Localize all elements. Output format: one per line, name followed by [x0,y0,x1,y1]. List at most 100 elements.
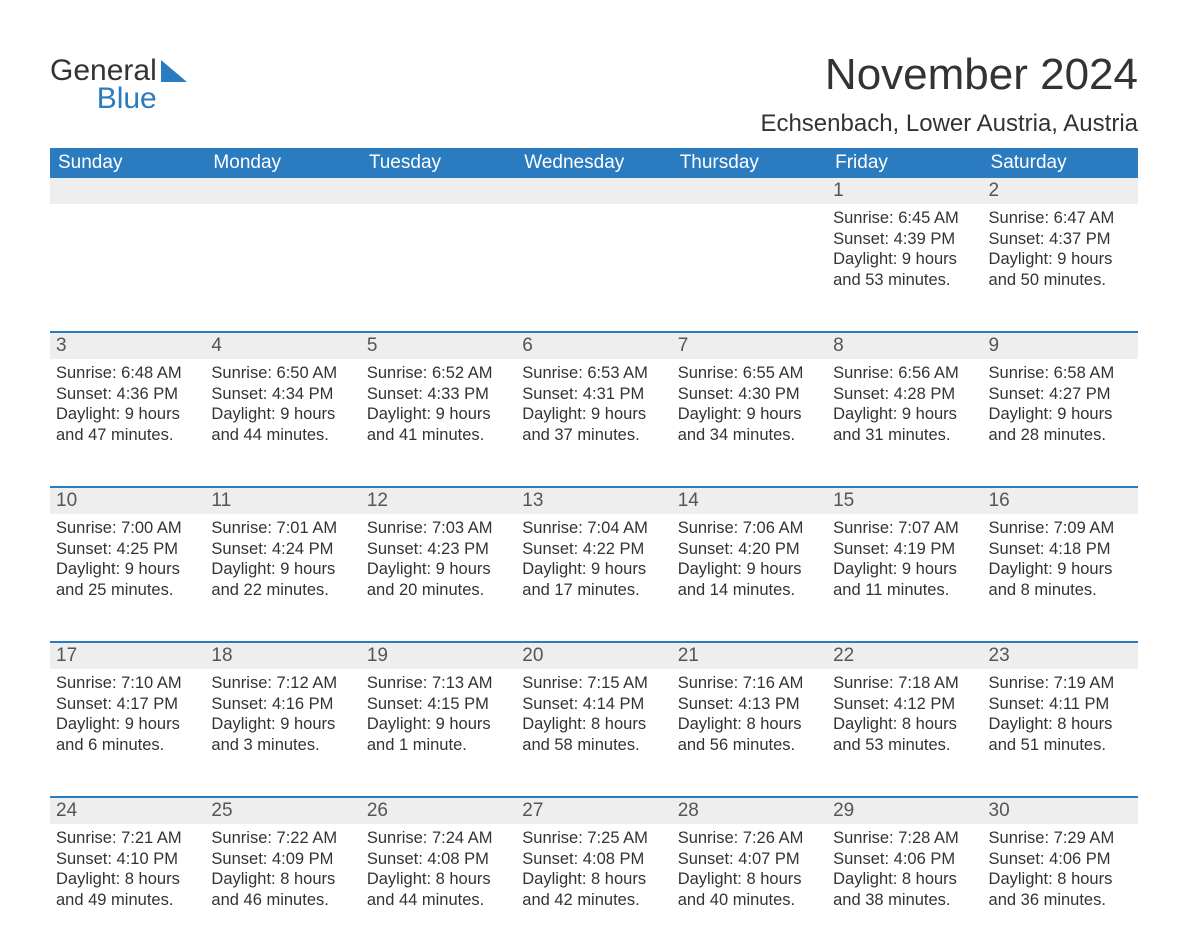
day-details: Sunrise: 7:26 AMSunset: 4:07 PMDaylight:… [672,824,827,921]
day-content-cell: Sunrise: 7:00 AMSunset: 4:25 PMDaylight:… [50,514,205,642]
sunset-line: Sunset: 4:17 PM [56,694,199,715]
sunrise-line: Sunrise: 7:29 AM [989,828,1132,849]
day-details: Sunrise: 7:04 AMSunset: 4:22 PMDaylight:… [516,514,671,611]
day-number-row: 24252627282930 [50,797,1138,824]
day-content-cell: Sunrise: 7:29 AMSunset: 4:06 PMDaylight:… [983,824,1138,952]
location-label: Echsenbach, Lower Austria, Austria [760,110,1138,138]
daylight-line: Daylight: 9 hours and 53 minutes. [833,249,976,290]
day-details: Sunrise: 6:58 AMSunset: 4:27 PMDaylight:… [983,359,1138,456]
day-number: 21 [672,643,827,669]
day-content-row: Sunrise: 6:45 AMSunset: 4:39 PMDaylight:… [50,204,1138,332]
day-number: 5 [361,333,516,359]
day-details: Sunrise: 6:56 AMSunset: 4:28 PMDaylight:… [827,359,982,456]
brand-triangle-icon [161,60,187,82]
day-number-cell: 4 [205,332,360,359]
day-number-cell: 16 [983,487,1138,514]
day-details: Sunrise: 7:01 AMSunset: 4:24 PMDaylight:… [205,514,360,611]
day-details: Sunrise: 7:16 AMSunset: 4:13 PMDaylight:… [672,669,827,766]
day-number: 26 [361,798,516,824]
day-number-cell: 8 [827,332,982,359]
day-details: Sunrise: 7:13 AMSunset: 4:15 PMDaylight:… [361,669,516,766]
day-content-cell: Sunrise: 6:45 AMSunset: 4:39 PMDaylight:… [827,204,982,332]
sunset-line: Sunset: 4:34 PM [211,384,354,405]
day-number-cell [205,178,360,204]
sunrise-line: Sunrise: 7:03 AM [367,518,510,539]
sunrise-line: Sunrise: 6:58 AM [989,363,1132,384]
daylight-line: Daylight: 9 hours and 17 minutes. [522,559,665,600]
sunset-line: Sunset: 4:36 PM [56,384,199,405]
sunset-line: Sunset: 4:07 PM [678,849,821,870]
day-details: Sunrise: 6:47 AMSunset: 4:37 PMDaylight:… [983,204,1138,301]
day-number: 4 [205,333,360,359]
sunset-line: Sunset: 4:15 PM [367,694,510,715]
daylight-line: Daylight: 8 hours and 36 minutes. [989,869,1132,910]
day-number-row: 17181920212223 [50,642,1138,669]
daylight-line: Daylight: 8 hours and 58 minutes. [522,714,665,755]
day-number-cell: 19 [361,642,516,669]
day-number: 20 [516,643,671,669]
day-number-cell: 12 [361,487,516,514]
weekday-header: Sunday [50,148,205,178]
day-details: Sunrise: 7:10 AMSunset: 4:17 PMDaylight:… [50,669,205,766]
day-number: 23 [983,643,1138,669]
weekday-header: Monday [205,148,360,178]
weekday-header: Thursday [672,148,827,178]
day-number: 3 [50,333,205,359]
day-content-cell: Sunrise: 6:52 AMSunset: 4:33 PMDaylight:… [361,359,516,487]
daylight-line: Daylight: 9 hours and 20 minutes. [367,559,510,600]
sunrise-line: Sunrise: 7:18 AM [833,673,976,694]
month-title: November 2024 [760,50,1138,100]
daylight-line: Daylight: 9 hours and 22 minutes. [211,559,354,600]
day-number-cell: 21 [672,642,827,669]
day-number: 27 [516,798,671,824]
sunrise-line: Sunrise: 6:52 AM [367,363,510,384]
day-number: 8 [827,333,982,359]
daylight-line: Daylight: 8 hours and 49 minutes. [56,869,199,910]
daylight-line: Daylight: 9 hours and 1 minute. [367,714,510,755]
day-details: Sunrise: 7:15 AMSunset: 4:14 PMDaylight:… [516,669,671,766]
day-number: 7 [672,333,827,359]
day-number-cell: 11 [205,487,360,514]
day-number-cell: 27 [516,797,671,824]
header: General Blue November 2024 Echsenbach, L… [50,50,1138,138]
daylight-line: Daylight: 9 hours and 8 minutes. [989,559,1132,600]
sunrise-line: Sunrise: 7:26 AM [678,828,821,849]
day-number-cell: 1 [827,178,982,204]
daylight-line: Daylight: 9 hours and 11 minutes. [833,559,976,600]
day-number-row: 10111213141516 [50,487,1138,514]
day-number-cell [516,178,671,204]
day-content-cell: Sunrise: 7:18 AMSunset: 4:12 PMDaylight:… [827,669,982,797]
day-number: 2 [983,178,1138,204]
day-details: Sunrise: 7:19 AMSunset: 4:11 PMDaylight:… [983,669,1138,766]
day-content-cell: Sunrise: 7:22 AMSunset: 4:09 PMDaylight:… [205,824,360,952]
day-number-cell: 23 [983,642,1138,669]
sunset-line: Sunset: 4:25 PM [56,539,199,560]
day-content-cell: Sunrise: 6:55 AMSunset: 4:30 PMDaylight:… [672,359,827,487]
day-content-cell: Sunrise: 7:28 AMSunset: 4:06 PMDaylight:… [827,824,982,952]
day-number-cell: 18 [205,642,360,669]
day-number: 15 [827,488,982,514]
day-details: Sunrise: 7:09 AMSunset: 4:18 PMDaylight:… [983,514,1138,611]
day-content-cell: Sunrise: 7:09 AMSunset: 4:18 PMDaylight:… [983,514,1138,642]
day-number-cell: 20 [516,642,671,669]
sunset-line: Sunset: 4:13 PM [678,694,821,715]
sunset-line: Sunset: 4:23 PM [367,539,510,560]
sunset-line: Sunset: 4:18 PM [989,539,1132,560]
daylight-line: Daylight: 9 hours and 25 minutes. [56,559,199,600]
day-details: Sunrise: 7:18 AMSunset: 4:12 PMDaylight:… [827,669,982,766]
sunrise-line: Sunrise: 7:10 AM [56,673,199,694]
daylight-line: Daylight: 9 hours and 44 minutes. [211,404,354,445]
sunrise-line: Sunrise: 6:47 AM [989,208,1132,229]
day-details: Sunrise: 7:22 AMSunset: 4:09 PMDaylight:… [205,824,360,921]
day-number: 19 [361,643,516,669]
daylight-line: Daylight: 9 hours and 34 minutes. [678,404,821,445]
day-content-cell: Sunrise: 6:48 AMSunset: 4:36 PMDaylight:… [50,359,205,487]
day-content-cell [205,204,360,332]
sunset-line: Sunset: 4:09 PM [211,849,354,870]
day-number-cell: 6 [516,332,671,359]
day-number-cell: 14 [672,487,827,514]
day-number: 11 [205,488,360,514]
day-details: Sunrise: 7:06 AMSunset: 4:20 PMDaylight:… [672,514,827,611]
day-details: Sunrise: 7:25 AMSunset: 4:08 PMDaylight:… [516,824,671,921]
brand-text: General Blue [50,56,157,114]
